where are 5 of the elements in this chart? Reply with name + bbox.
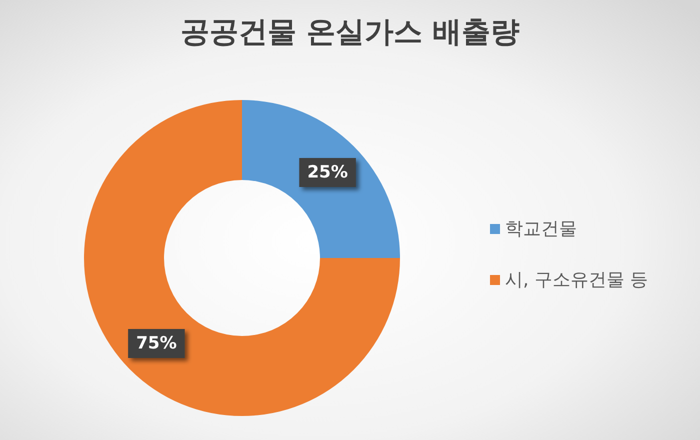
data-label: 75% bbox=[136, 334, 177, 354]
legend-label: 학교건물 bbox=[505, 218, 577, 240]
chart-title: 공공건물 온실가스 배출량 bbox=[180, 14, 520, 48]
legend-label: 시, 구소유건물 등 bbox=[505, 270, 648, 290]
data-label: 25% bbox=[307, 162, 348, 182]
